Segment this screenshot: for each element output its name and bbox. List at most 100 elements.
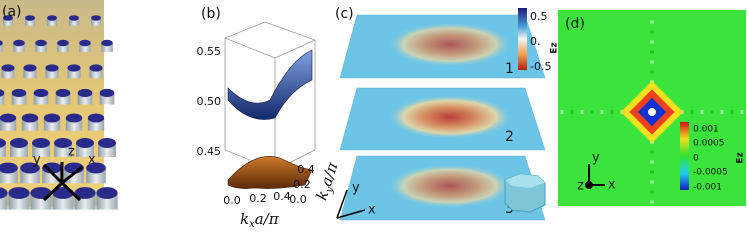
pillar xyxy=(0,43,3,52)
pillar-top xyxy=(0,113,17,123)
y-axis-title: kya/π xyxy=(312,159,343,203)
pattern-dot xyxy=(650,170,654,174)
colorbar-label: 0.001 xyxy=(693,125,719,135)
pillar-top xyxy=(65,113,83,123)
pattern-dot xyxy=(570,110,574,114)
pillar-top xyxy=(25,15,35,21)
pillar xyxy=(0,193,8,210)
z-tick-label: 0.55 xyxy=(197,45,222,58)
y-tick-label: 0.0 xyxy=(289,193,307,206)
panel-label: (b) xyxy=(201,6,221,22)
pattern-dot xyxy=(600,110,604,114)
pillar-top xyxy=(20,162,40,174)
pillar-top xyxy=(89,64,103,72)
pillar xyxy=(3,18,13,26)
pillar-top xyxy=(101,39,113,47)
plane-label: 2 xyxy=(505,129,514,145)
pillar-top xyxy=(0,138,6,148)
pattern-dot xyxy=(560,110,564,114)
axes-arrows xyxy=(42,162,83,202)
pattern-dot xyxy=(650,40,654,44)
pattern-dot xyxy=(710,110,714,114)
lower-band xyxy=(227,156,313,189)
z-tick-label: 0.50 xyxy=(197,95,222,108)
pillar-top xyxy=(87,113,105,123)
x-tick-label: 0.0 xyxy=(223,194,241,207)
pillar xyxy=(77,93,93,105)
label-part: x xyxy=(249,219,255,230)
pillar xyxy=(47,18,57,26)
pillar-top xyxy=(23,64,37,72)
z-tick-label: 0.45 xyxy=(197,145,222,158)
pillar-top xyxy=(55,88,71,98)
hex-pillar xyxy=(504,173,546,213)
label-part: a/π xyxy=(255,210,280,228)
pillar-top xyxy=(67,64,81,72)
pattern-dot xyxy=(650,160,654,164)
pillar-top xyxy=(0,162,18,174)
field-peak xyxy=(388,164,512,208)
pillar xyxy=(101,43,113,52)
axis-label: y xyxy=(352,181,360,196)
label-part: a/π xyxy=(317,159,342,188)
colorbar-label: -0.0005 xyxy=(693,168,728,178)
colorbar xyxy=(518,8,527,70)
colorbar-label: -0.5 xyxy=(530,60,551,73)
pattern-dot xyxy=(650,200,654,204)
pillar xyxy=(99,93,115,105)
pillar xyxy=(79,43,91,52)
panel-label: (c) xyxy=(335,6,354,22)
pillar xyxy=(23,68,37,79)
pillar-top xyxy=(86,162,106,174)
pattern-dot xyxy=(700,110,704,114)
pillar-top xyxy=(79,39,91,47)
pillar-top xyxy=(10,138,28,148)
pillar-top xyxy=(76,138,94,148)
axis-label: y xyxy=(592,151,600,166)
pillar-top xyxy=(33,88,49,98)
x-tick-label: 0.4 xyxy=(273,190,291,203)
pillar xyxy=(33,93,49,105)
pattern-dot xyxy=(650,50,654,54)
pillar-top xyxy=(32,138,50,148)
pillar xyxy=(67,68,81,79)
pillar-top xyxy=(1,64,15,72)
pattern-dot xyxy=(610,110,614,114)
pillar xyxy=(11,93,27,105)
panel-label: (d) xyxy=(565,16,585,32)
pattern-dot xyxy=(590,110,594,114)
x-tick-label: 0.2 xyxy=(249,192,267,205)
pillar-top xyxy=(43,113,61,123)
field-peak xyxy=(388,22,512,67)
pillar xyxy=(55,93,71,105)
pattern-dot xyxy=(740,110,744,114)
pillar xyxy=(0,143,6,157)
axes-arrows xyxy=(585,164,605,189)
plane-label: 1 xyxy=(505,61,514,77)
pillar-top xyxy=(99,88,115,98)
colorbar-label: 0. xyxy=(530,35,541,48)
pattern-dot xyxy=(690,110,694,114)
axis-label: x xyxy=(368,203,376,218)
colorbar-label: 0 xyxy=(693,154,699,164)
pillar xyxy=(69,18,79,26)
axis-label: z xyxy=(68,145,75,160)
pillar-top xyxy=(96,187,118,199)
x-axis-title: kxa/π xyxy=(240,210,280,230)
panel-a xyxy=(0,0,118,210)
pillar-top xyxy=(57,39,69,47)
colorbar-title: Ez xyxy=(550,42,560,53)
plane-label: 3 xyxy=(505,201,514,217)
pillar-top xyxy=(3,15,13,21)
pattern-dot xyxy=(650,180,654,184)
pattern-dot xyxy=(650,190,654,194)
pattern-core xyxy=(646,106,658,118)
pillar-top xyxy=(35,39,47,47)
pillar-top xyxy=(8,187,30,199)
pillar xyxy=(91,18,101,26)
pillar xyxy=(1,68,15,79)
colorbar-title: Ez xyxy=(736,152,746,163)
panel-c xyxy=(339,14,546,221)
upper-band xyxy=(227,49,313,120)
